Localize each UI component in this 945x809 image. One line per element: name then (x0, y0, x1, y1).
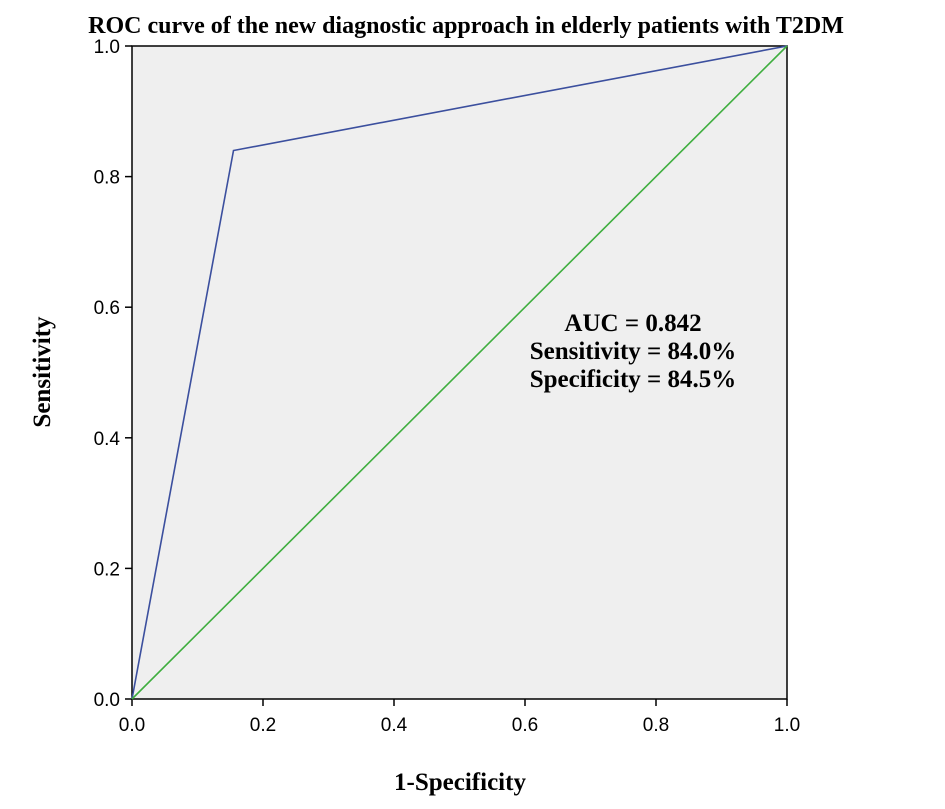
annotation-line: Sensitivity = 84.0% (530, 338, 737, 365)
y-tick-label: 0.2 (94, 559, 120, 580)
y-axis: 0.0 0.2 0.4 0.6 0.8 1.0 (94, 37, 132, 711)
x-tick-label: 0.6 (512, 715, 538, 736)
y-tick-label: 0.6 (94, 298, 120, 319)
y-tick-label: 0.8 (94, 168, 120, 189)
chart-title: ROC curve of the new diagnostic approach… (88, 13, 844, 39)
y-tick-label: 0.4 (94, 429, 121, 450)
roc-curve-line (131, 45, 788, 700)
annotation-line: AUC = 0.842 (564, 310, 701, 337)
reference-diagonal-line (131, 45, 788, 700)
x-axis-label: 1-Specificity (394, 769, 526, 796)
annotation-line: Specificity = 84.5% (530, 366, 737, 393)
x-tick-label: 0.4 (381, 715, 408, 736)
y-tick-label: 0.0 (94, 690, 120, 711)
y-tick-label: 1.0 (94, 37, 120, 58)
y-axis-label: Sensitivity (29, 316, 56, 428)
x-tick-label: 0.0 (119, 715, 145, 736)
x-axis: 0.0 0.2 0.4 0.6 0.8 1.0 (119, 699, 800, 736)
x-tick-label: 0.8 (643, 715, 669, 736)
series-layer (131, 45, 788, 700)
x-tick-label: 0.2 (250, 715, 276, 736)
x-tick-label: 1.0 (774, 715, 800, 736)
